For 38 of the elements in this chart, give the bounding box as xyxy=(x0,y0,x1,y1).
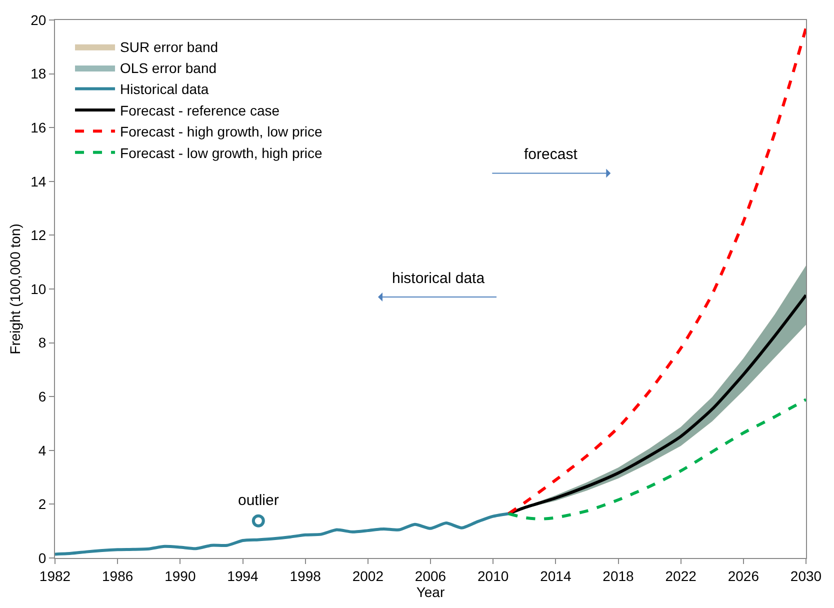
x-tick-label: 2006 xyxy=(414,568,446,584)
x-tick-label: 1998 xyxy=(290,568,322,584)
x-tick-label: 2030 xyxy=(790,568,822,584)
y-tick-label: 20 xyxy=(30,12,46,28)
y-tick-label: 10 xyxy=(30,280,46,297)
y-tick-label: 0 xyxy=(38,550,46,566)
y-tick-label: 2 xyxy=(38,496,46,512)
legend-label: Forecast - high growth, low price xyxy=(120,124,323,140)
x-tick-label: 1982 xyxy=(39,568,71,584)
legend-label: OLS error band xyxy=(120,60,217,76)
annotation: forecast xyxy=(524,146,578,163)
y-tick-label: 16 xyxy=(30,120,46,136)
x-tick-label: 2014 xyxy=(540,568,572,584)
legend-label: SUR error band xyxy=(120,38,218,55)
y-tick-label: 18 xyxy=(30,66,46,82)
y-tick-label: 14 xyxy=(30,173,46,190)
line-series xyxy=(55,512,510,556)
y-axis-title: Freight (100,000 ton) xyxy=(7,224,24,354)
legend-label: Forecast - reference case xyxy=(120,102,280,118)
y-tick-label: 12 xyxy=(30,227,46,244)
x-tick-label: 2010 xyxy=(478,568,509,584)
annotation: historical data xyxy=(392,270,486,287)
y-tick-label: 4 xyxy=(38,442,46,458)
x-tick-label: 1986 xyxy=(102,568,134,584)
x-tick-label: 1990 xyxy=(164,568,196,584)
x-tick-label: 2002 xyxy=(352,568,384,584)
line-series xyxy=(507,398,806,520)
x-tick-label: 2022 xyxy=(665,568,697,584)
legend-label: Forecast - low growth, high price xyxy=(120,144,323,161)
y-tick-label: 6 xyxy=(38,388,46,404)
legend-label: Historical data xyxy=(120,81,209,98)
line-series xyxy=(507,26,806,516)
y-tick-label: 8 xyxy=(38,334,46,351)
x-tick-label: 2026 xyxy=(728,568,760,584)
x-tick-label: 2018 xyxy=(602,568,634,584)
x-axis-title: Year xyxy=(416,584,445,600)
x-tick-label: 1994 xyxy=(227,568,259,584)
annotation: outlier xyxy=(238,492,279,509)
